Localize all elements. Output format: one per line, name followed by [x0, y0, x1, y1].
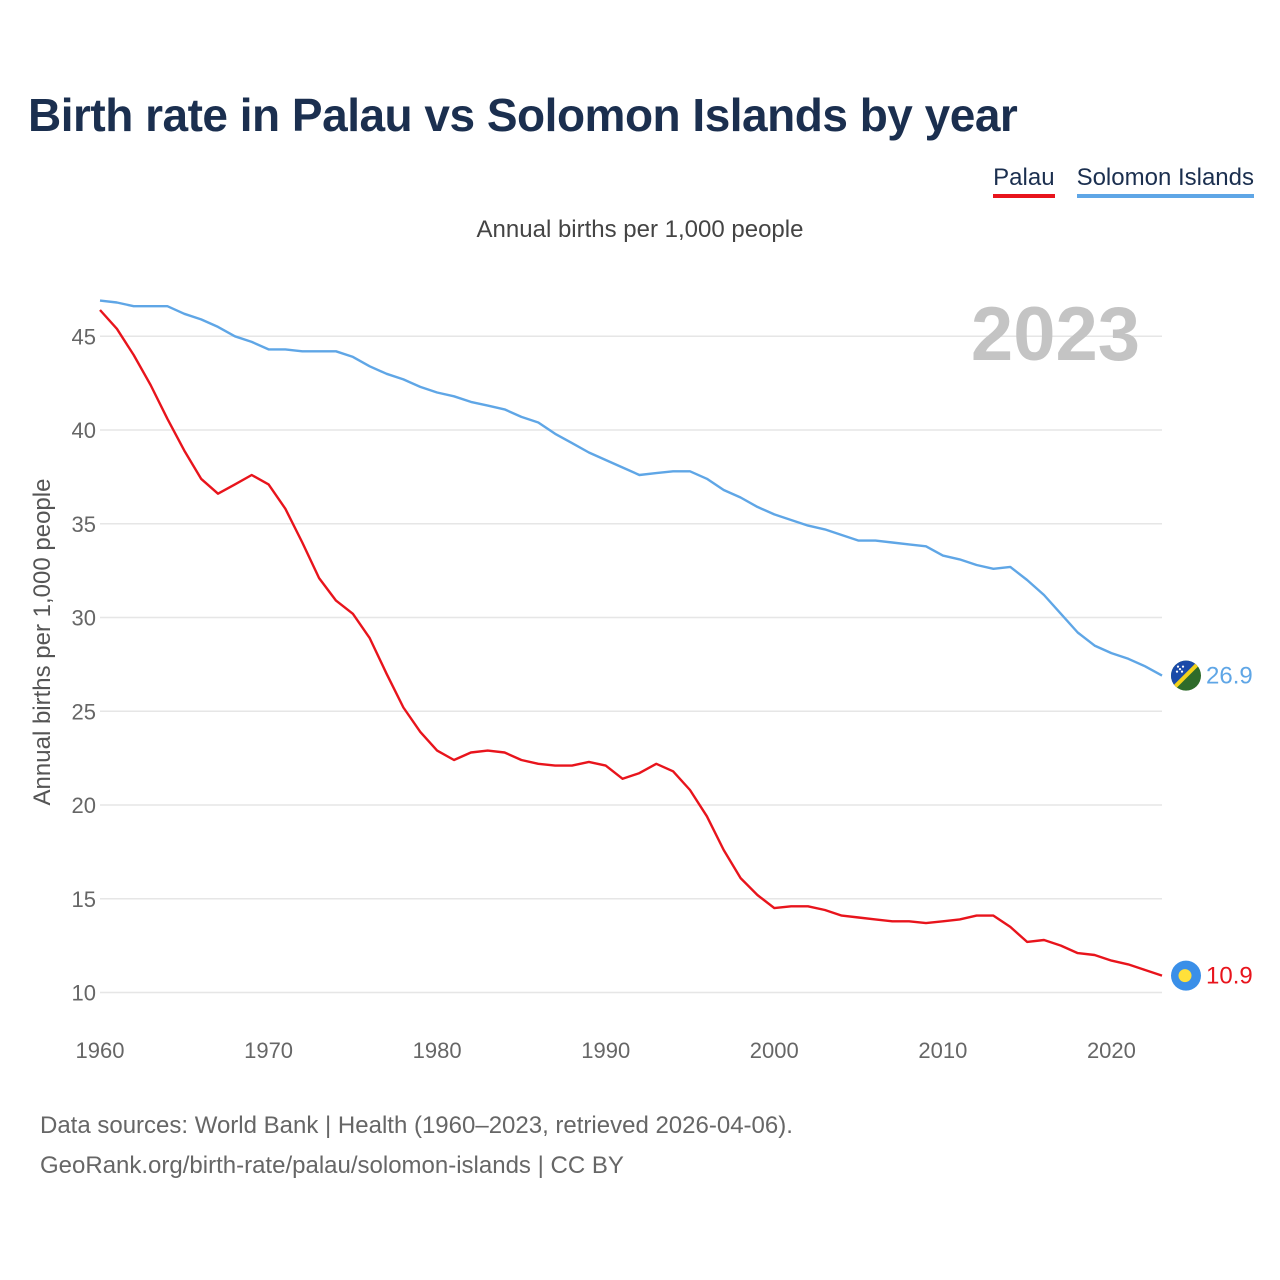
y-tick-label: 30	[72, 606, 96, 631]
y-tick-label: 15	[72, 887, 96, 912]
series-end-markers: 10.9 26.9	[1171, 660, 1253, 991]
solomon-islands-flag-icon	[1171, 660, 1201, 691]
source-note: Data sources: World Bank | Health (1960–…	[40, 1106, 793, 1186]
end-value-label-palau: 10.9	[1206, 963, 1253, 990]
end-value-label-solomon-islands: 26.9	[1206, 663, 1253, 690]
y-tick-label: 40	[72, 418, 96, 443]
y-tick-label: 25	[72, 699, 96, 724]
palau-flag-icon	[1171, 960, 1201, 991]
y-tick-label: 35	[72, 512, 96, 537]
series-lines	[99, 299, 1163, 977]
y-tick-label: 10	[72, 981, 96, 1006]
source-line-2[interactable]: GeoRank.org/birth-rate/palau/solomon-isl…	[40, 1152, 624, 1179]
grid-lines	[100, 335, 1162, 994]
series-line-palau[interactable]	[99, 309, 1163, 977]
x-axis-ticks: 1960 1970 1980 1990 2000 2010 2020	[76, 1038, 1136, 1063]
x-tick-label: 2010	[918, 1038, 967, 1063]
y-axis-label: Annual births per 1,000 people	[29, 479, 56, 806]
x-tick-label: 1980	[413, 1038, 462, 1063]
y-axis-ticks: 10 15 20 25 30 35 40 45	[72, 324, 96, 1005]
chart-title: Birth rate in Palau vs Solomon Islands b…	[28, 89, 1018, 141]
x-tick-label: 1970	[244, 1038, 293, 1063]
y-tick-label: 20	[72, 793, 96, 818]
chart-subtitle: Annual births per 1,000 people	[476, 216, 804, 243]
source-line-1: Data sources: World Bank | Health (1960–…	[40, 1112, 793, 1139]
legend-item-solomon-islands[interactable]: Solomon Islands	[1076, 164, 1254, 198]
x-tick-label: 2000	[750, 1038, 799, 1063]
legend: Palau Solomon Islands	[993, 164, 1254, 198]
x-tick-label: 1960	[76, 1038, 125, 1063]
legend-item-palau[interactable]: Palau	[993, 164, 1055, 198]
x-tick-label: 2020	[1087, 1038, 1136, 1063]
x-tick-label: 1990	[581, 1038, 630, 1063]
series-line-solomon-islands[interactable]	[99, 299, 1163, 677]
year-watermark: 2023	[971, 292, 1140, 377]
y-tick-label: 45	[72, 324, 96, 349]
